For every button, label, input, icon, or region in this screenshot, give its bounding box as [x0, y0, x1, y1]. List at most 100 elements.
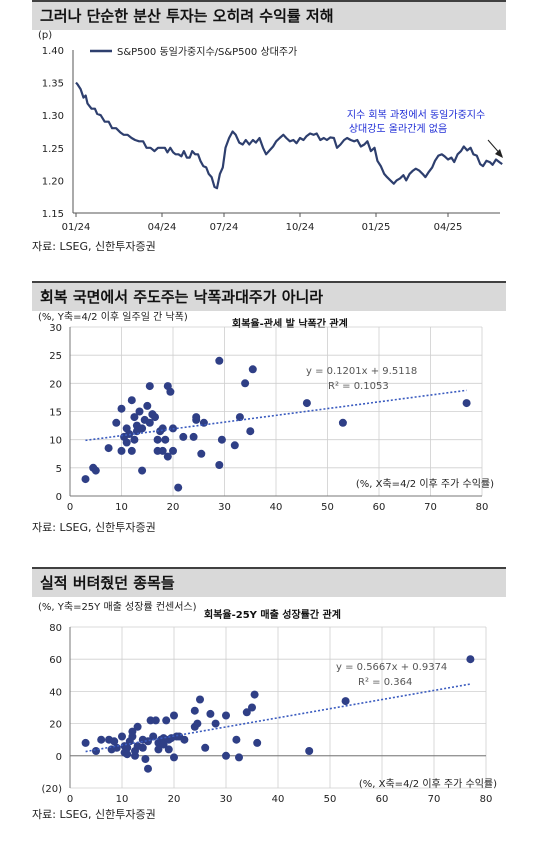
scatter2-trendline	[85, 683, 471, 753]
scatter1-data-point	[104, 444, 113, 453]
scatter2-x-tick-label: 20	[168, 794, 181, 805]
scatter2-data-point	[81, 738, 90, 747]
source-note-1: 자료: LSEG, 신한투자증권	[32, 240, 156, 253]
scatter1-chart-title: 회복율-관세 발 낙폭간 관계	[232, 317, 348, 330]
scatter1-trendline	[85, 389, 467, 442]
scatter2-data-point	[118, 732, 126, 741]
scatter1-data-point	[127, 396, 136, 405]
x-tick-label: 10/24	[286, 222, 315, 233]
scatter1-y-tick-label: 10	[49, 436, 62, 447]
scatter2-x-tick-label: 60	[376, 794, 389, 805]
scatter2-data-point	[466, 655, 475, 664]
scatter2-data-point	[201, 743, 210, 752]
annotation-line-2: 상대강도 올라간게 없음	[349, 122, 447, 135]
scatter1-data-point	[130, 435, 139, 444]
scatter2-data-point	[144, 737, 152, 746]
scatter1-data-point	[241, 379, 250, 388]
annotation-line-1: 지수 회복 과정에서 동일가중지수	[347, 109, 485, 121]
scatter1-data-point	[158, 424, 167, 433]
scatter1-data-point	[166, 387, 175, 396]
scatter1-data-point	[215, 356, 224, 365]
scatter1-x-tick-label: 80	[476, 502, 489, 513]
scatter2-data-point	[193, 719, 202, 728]
scatter2-data-point	[162, 716, 171, 725]
section-heading-1: 그러나 단순한 분산 투자는 오히려 수익률 저해	[32, 0, 506, 30]
scatter2-data-point	[141, 755, 150, 763]
scatter1-data-point	[122, 438, 131, 447]
scatter2-data-point	[222, 711, 230, 720]
y-tick-label: 1.40	[42, 46, 64, 57]
scatter1-r-squared: R² = 0.1053	[328, 381, 389, 392]
scatter1-data-point	[217, 435, 226, 444]
scatter1-data-point	[135, 407, 144, 416]
scatter2-x-tick-label: 80	[480, 794, 493, 805]
scatter2-data-point	[151, 716, 160, 725]
scatter1-data-point	[81, 475, 90, 484]
scatter2-data-point	[149, 732, 158, 741]
scatter1-x-axis-label: (%, X축=4/2 이후 주가 수익률)	[356, 478, 494, 490]
scatter2-data-point	[123, 743, 132, 752]
scatter2-data-point	[170, 753, 178, 762]
scatter2-data-point	[222, 751, 230, 760]
scatter1-data-point	[246, 427, 255, 436]
scatter2-data-point	[154, 745, 163, 754]
scatter1-data-point	[179, 432, 188, 441]
scatter2-y-tick-label: 80	[49, 623, 62, 634]
scatter2-data-point	[128, 732, 137, 741]
scatter2-data-point	[305, 747, 314, 755]
scatter2-data-point	[341, 697, 350, 706]
scatter2-y-tick-label: 20	[49, 720, 62, 731]
scatter2-data-point	[170, 711, 178, 720]
scatter1-data-point	[153, 435, 162, 444]
x-tick-label: 04/25	[434, 222, 463, 233]
scatter1-data-point	[143, 401, 152, 410]
scatter1-data-point	[302, 399, 311, 408]
section-heading-3: 실적 버텨줬던 종목들	[32, 567, 506, 597]
scatter1-y-tick-label: 15	[49, 408, 62, 419]
x-tick-label: 04/24	[148, 222, 177, 233]
scatter2-y-tick-label: 60	[49, 655, 62, 666]
scatter1-data-point	[248, 365, 257, 374]
scatter1-data-point	[215, 461, 224, 469]
scatter1-x-tick-label: 60	[373, 502, 386, 513]
scatter2-data-point	[206, 709, 215, 718]
source-note-3: 자료: LSEG, 신한투자증권	[32, 808, 156, 821]
scatter2-data-point	[196, 695, 204, 704]
scatter1-x-tick-label: 40	[270, 502, 283, 513]
series-line	[75, 81, 503, 190]
y-tick-label: 1.30	[42, 111, 64, 122]
scatter1-data-point	[158, 446, 167, 455]
scatter2-chart-title: 회복율-25Y 매출 성장률간 관계	[204, 608, 341, 621]
scatter2-x-tick-label: 70	[428, 794, 441, 805]
scatter2-data-point	[232, 735, 241, 744]
scatter1-y-tick-label: 25	[49, 351, 62, 362]
scatter1-data-point	[130, 413, 139, 422]
scatter2-y-tick-label: 0	[56, 752, 62, 763]
section-heading-1-text: 그러나 단순한 분산 투자는 오히려 수익률 저해	[40, 7, 334, 25]
scatter1-y-tick-label: 20	[49, 379, 62, 390]
scatter1-x-tick-label: 70	[424, 502, 437, 513]
y-tick-label: 1.25	[42, 144, 64, 155]
scatter1-data-point	[192, 413, 201, 422]
scatter2-data-point	[248, 703, 256, 712]
scatter1-data-point	[189, 432, 198, 441]
scatter2-x-tick-label: 0	[67, 794, 73, 805]
section-heading-2-text: 회복 국면에서 주도주는 낙폭과대주가 아니라	[40, 288, 324, 306]
scatter1-x-tick-label: 50	[321, 502, 334, 513]
scatter2-data-point	[190, 706, 199, 715]
scatter2-r-squared: R² = 0.364	[358, 677, 412, 688]
legend-label: S&P500 동일가중지수/S&P500 상대주가	[117, 46, 297, 58]
scatter2-data-point	[138, 743, 147, 752]
scatter1-data-point	[230, 441, 239, 450]
scatter2-data-point	[242, 708, 251, 717]
scatter2-data-point	[144, 764, 152, 773]
scatter2-x-axis-label: (%, X축=4/2 이후 주가 수익률)	[359, 778, 497, 790]
scatter2-data-point	[159, 740, 168, 749]
section-heading-3-text: 실적 버텨줬던 종목들	[40, 574, 175, 592]
scatter2-data-point	[250, 690, 259, 699]
scatter1-data-point	[151, 413, 159, 422]
scatter2-data-point	[253, 738, 262, 747]
scatter2-x-tick-label: 10	[116, 794, 129, 805]
scatter1-data-point	[163, 452, 172, 461]
